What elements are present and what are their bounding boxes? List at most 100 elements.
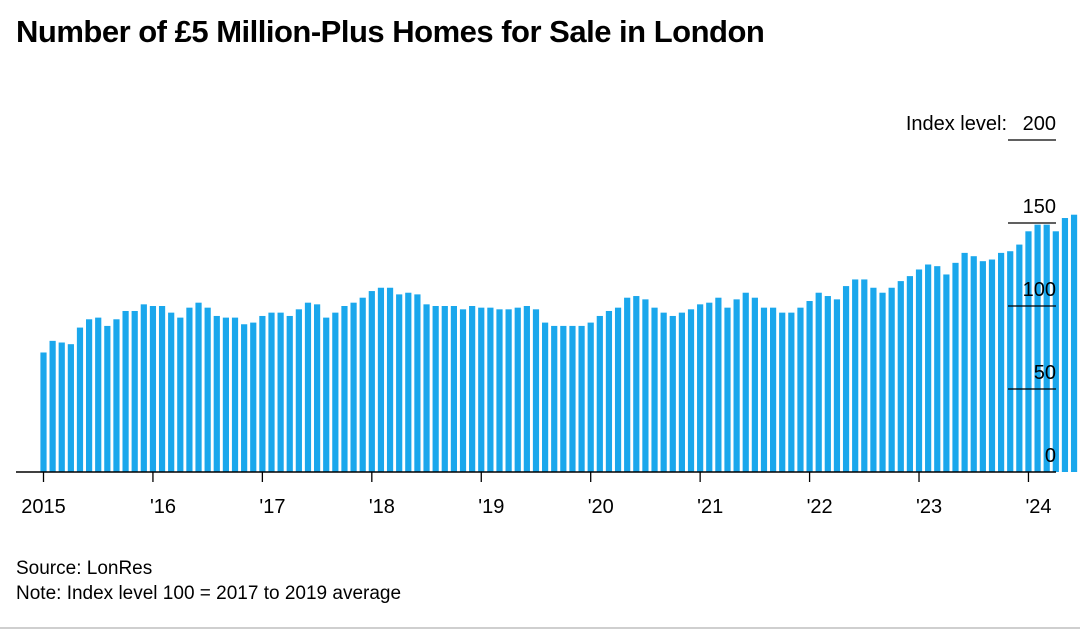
bar (359, 297, 366, 472)
y-tick-label: 50 (1034, 362, 1056, 384)
bar (578, 325, 585, 472)
y-axis: 200 150 100 50 0 Index level: (906, 113, 1056, 467)
bar-series (40, 214, 1078, 472)
bar (259, 315, 266, 472)
x-tick-label: '23 (916, 496, 942, 518)
bar (852, 279, 859, 472)
x-tick-label: 2015 (21, 496, 66, 518)
bar (943, 274, 950, 472)
bar (158, 306, 166, 472)
bar (587, 322, 594, 472)
y-tick-label: 100 (1023, 279, 1056, 301)
bar (569, 325, 576, 472)
bar (58, 342, 65, 472)
bar (450, 306, 457, 472)
bar (122, 310, 129, 472)
bar (432, 306, 439, 472)
bar (377, 287, 385, 472)
bar (113, 319, 120, 472)
bar (414, 294, 421, 472)
bar (95, 317, 102, 472)
bar (925, 264, 932, 472)
bar (423, 304, 430, 472)
bar (1043, 224, 1050, 472)
bar (222, 317, 229, 472)
bar (441, 306, 448, 472)
x-axis: 2015'16'17'18'19'20'21'22'23'242025 (16, 471, 1056, 518)
bar (861, 279, 868, 472)
bar (697, 304, 704, 472)
bar (268, 312, 275, 472)
bar (970, 256, 977, 472)
bar (140, 304, 147, 472)
bar (687, 309, 695, 472)
x-tick-label: '16 (150, 496, 176, 518)
bar (295, 309, 302, 472)
x-tick-label: '21 (697, 496, 723, 518)
x-tick-label: '18 (369, 496, 395, 518)
x-tick-label: '17 (259, 496, 285, 518)
bar (542, 322, 549, 472)
source-text: Source: LonRes (16, 558, 153, 579)
bar (1007, 251, 1014, 472)
bar (76, 327, 84, 472)
bar (505, 309, 512, 472)
x-tick-label: '24 (1025, 496, 1051, 518)
y-axis-title: Index level: (906, 113, 1007, 135)
bar (952, 262, 959, 472)
bar (715, 297, 722, 472)
bar (779, 312, 786, 472)
bar (888, 287, 895, 472)
bar (67, 344, 74, 472)
bar (186, 307, 193, 472)
bar (797, 307, 804, 472)
bar (660, 312, 667, 472)
bar (250, 322, 257, 472)
bar (706, 302, 713, 472)
bar (459, 309, 467, 472)
bar (733, 299, 740, 472)
bar (770, 307, 777, 472)
bar (368, 291, 375, 472)
bar (86, 319, 93, 472)
y-tick-label: 200 (1023, 113, 1056, 135)
note-text: Note: Index level 100 = 2017 to 2019 ave… (16, 583, 402, 604)
bar (496, 309, 503, 472)
bar (478, 307, 485, 472)
x-tick-label: '20 (588, 496, 614, 518)
bar (1052, 231, 1059, 472)
bar (979, 261, 986, 472)
bar (824, 296, 831, 472)
bar (286, 315, 293, 472)
bar (1061, 218, 1069, 472)
bar (633, 296, 640, 472)
bar (168, 312, 175, 472)
x-tick-label: '19 (478, 496, 504, 518)
bar (998, 252, 1005, 472)
bar (806, 301, 813, 472)
bar (815, 292, 822, 472)
bar (961, 252, 968, 472)
bar (833, 299, 841, 472)
y-tick-label: 150 (1023, 196, 1056, 218)
bar (514, 307, 521, 472)
bar (651, 307, 658, 472)
bar (231, 317, 239, 472)
bar (1016, 244, 1023, 472)
bar (195, 302, 202, 472)
bar (788, 312, 795, 472)
bar (897, 281, 904, 472)
bar (523, 306, 530, 472)
bar (596, 315, 603, 472)
bar (213, 315, 220, 472)
bar (915, 269, 923, 472)
bar (669, 315, 676, 472)
bar (532, 309, 540, 472)
bar (551, 325, 558, 472)
bar (323, 317, 330, 472)
bar (241, 324, 248, 472)
bar (624, 297, 631, 472)
bar (277, 312, 284, 472)
bar (104, 325, 111, 472)
bar (487, 307, 494, 472)
